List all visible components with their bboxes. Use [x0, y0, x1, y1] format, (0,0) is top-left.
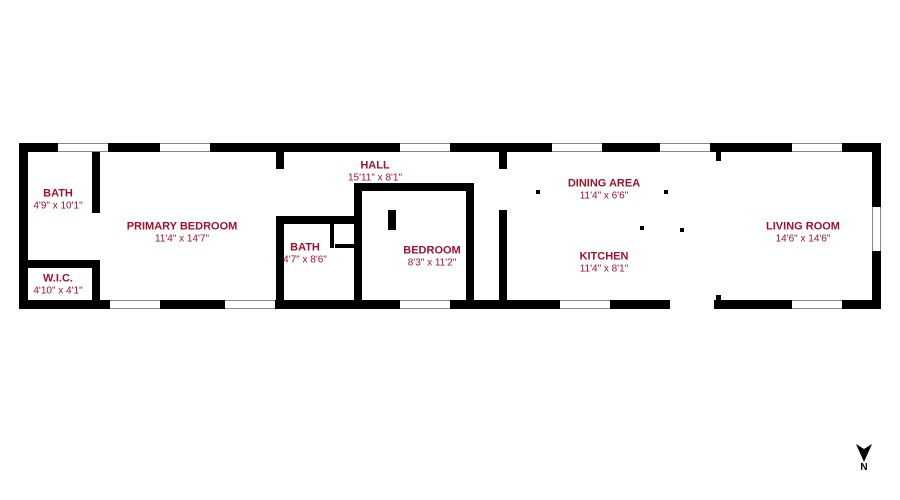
compass-label: N	[860, 462, 867, 473]
room-dim: 11'4" x 6'6"	[568, 191, 640, 203]
label-living: LIVING ROOM 14'6" x 14'6"	[766, 220, 840, 245]
interior-wall	[716, 147, 721, 161]
room-name: BEDROOM	[403, 244, 460, 256]
room-name: PRIMARY BEDROOM	[127, 220, 238, 232]
compass-arrow-icon	[854, 440, 874, 462]
room-dim: 11'4" x 14'7"	[127, 234, 238, 246]
marker-tick	[664, 190, 668, 194]
room-name: BATH	[43, 187, 73, 199]
interior-wall	[388, 210, 396, 230]
window	[160, 143, 210, 152]
label-bedroom: BEDROOM 8'3" x 11'2"	[403, 244, 460, 269]
room-dim: 4'9" x 10'1"	[33, 201, 82, 213]
interior-wall	[19, 260, 99, 268]
interior-wall	[330, 216, 334, 248]
marker-tick	[640, 226, 644, 230]
interior-wall	[92, 260, 100, 308]
window	[110, 300, 160, 309]
window	[58, 143, 108, 152]
room-dim: 8'3" x 11'2"	[403, 258, 460, 270]
compass-north: N	[854, 440, 874, 473]
outer-wall-top	[19, 143, 881, 152]
room-name: KITCHEN	[580, 250, 629, 262]
floorplan-stage: BATH 4'9" x 10'1" W.I.C. 4'10" x 4'1" PR…	[0, 0, 900, 500]
interior-wall	[716, 295, 721, 309]
interior-wall	[499, 210, 507, 308]
label-kitchen: KITCHEN 11'4" x 8'1"	[580, 250, 629, 275]
room-dim: 4'7" x 8'6"	[283, 255, 327, 267]
window	[552, 143, 602, 152]
window	[560, 300, 610, 309]
interior-wall	[276, 216, 362, 224]
window	[792, 300, 842, 309]
room-name: LIVING ROOM	[766, 220, 840, 232]
door-opening	[670, 300, 714, 309]
room-dim: 4'10" x 4'1"	[33, 286, 82, 298]
room-name: HALL	[360, 159, 389, 171]
window	[660, 143, 710, 152]
window	[872, 207, 881, 251]
marker-tick	[680, 228, 684, 232]
label-bath1: BATH 4'9" x 10'1"	[33, 187, 82, 212]
label-dining: DINING AREA 11'4" x 6'6"	[568, 177, 640, 202]
label-primary: PRIMARY BEDROOM 11'4" x 14'7"	[127, 220, 238, 245]
room-dim: 15'11" x 8'1"	[348, 173, 402, 185]
interior-wall	[499, 147, 507, 169]
room-dim: 11'4" x 8'1"	[580, 264, 629, 276]
window	[792, 143, 842, 152]
interior-wall	[276, 147, 284, 169]
window	[400, 300, 450, 309]
outer-wall-left	[19, 143, 28, 309]
label-bath2: BATH 4'7" x 8'6"	[283, 241, 327, 266]
room-name: W.I.C.	[43, 272, 73, 284]
room-name: DINING AREA	[568, 177, 640, 189]
interior-wall	[466, 183, 474, 308]
interior-wall	[92, 147, 100, 213]
room-dim: 14'6" x 14'6"	[766, 234, 840, 246]
window	[225, 300, 275, 309]
label-hall: HALL 15'11" x 8'1"	[348, 159, 402, 184]
interior-wall	[335, 244, 362, 248]
label-wic: W.I.C. 4'10" x 4'1"	[33, 272, 82, 297]
marker-tick	[536, 190, 540, 194]
window	[400, 143, 450, 152]
room-name: BATH	[290, 241, 320, 253]
